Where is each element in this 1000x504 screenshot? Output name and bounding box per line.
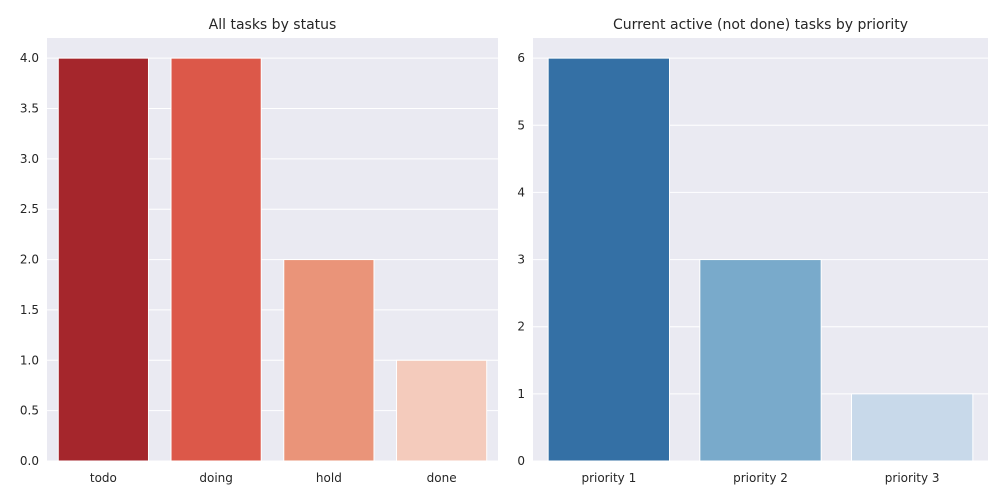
y-tick-label: 1 (517, 387, 525, 401)
y-tick-label: 3 (517, 253, 525, 267)
bar-doing (170, 57, 262, 462)
x-tick-label: todo (90, 471, 117, 485)
y-tick-label: 0.0 (20, 454, 39, 468)
bar-priority-3 (851, 393, 974, 462)
y-tick-label: 0 (517, 454, 525, 468)
y-tick-label: 1.0 (20, 353, 39, 367)
y-tick-label: 3.0 (20, 152, 39, 166)
chart-title: Current active (not done) tasks by prior… (613, 17, 908, 33)
y-tick-label: 4.0 (20, 51, 39, 65)
chart-title: All tasks by status (209, 17, 337, 33)
bar-priority-1 (547, 57, 671, 462)
y-tick-label: 2.0 (20, 253, 39, 267)
y-tick-label: 6 (517, 51, 525, 65)
x-tick-label: priority 2 (733, 471, 788, 485)
y-tick-label: 3.5 (20, 102, 39, 116)
x-tick-label: priority 1 (581, 471, 636, 485)
y-tick-label: 2.5 (20, 202, 39, 216)
y-tick-label: 2 (517, 320, 525, 334)
y-tick-label: 4 (517, 185, 525, 199)
x-tick-label: done (427, 471, 457, 485)
bar-todo (57, 57, 149, 462)
y-tick-label: 5 (517, 118, 525, 132)
bar-hold (283, 259, 375, 462)
y-tick-label: 1.5 (20, 303, 39, 317)
priority-chart: 0 1 2 3 4 5 6 priority 1 priority 2 priority 3 Cur… (517, 17, 988, 485)
bar-priority-2 (699, 259, 822, 462)
bar-done (396, 359, 488, 462)
x-tick-label: hold (316, 471, 342, 485)
status-chart: 0.0 0.5 1.0 1.5 2.0 2.5 3.0 3.5 4.0 todo doing hold… (20, 17, 498, 485)
x-tick-label: priority 3 (885, 471, 940, 485)
y-tick-label: 0.5 (20, 404, 39, 418)
x-tick-label: doing (199, 471, 233, 485)
